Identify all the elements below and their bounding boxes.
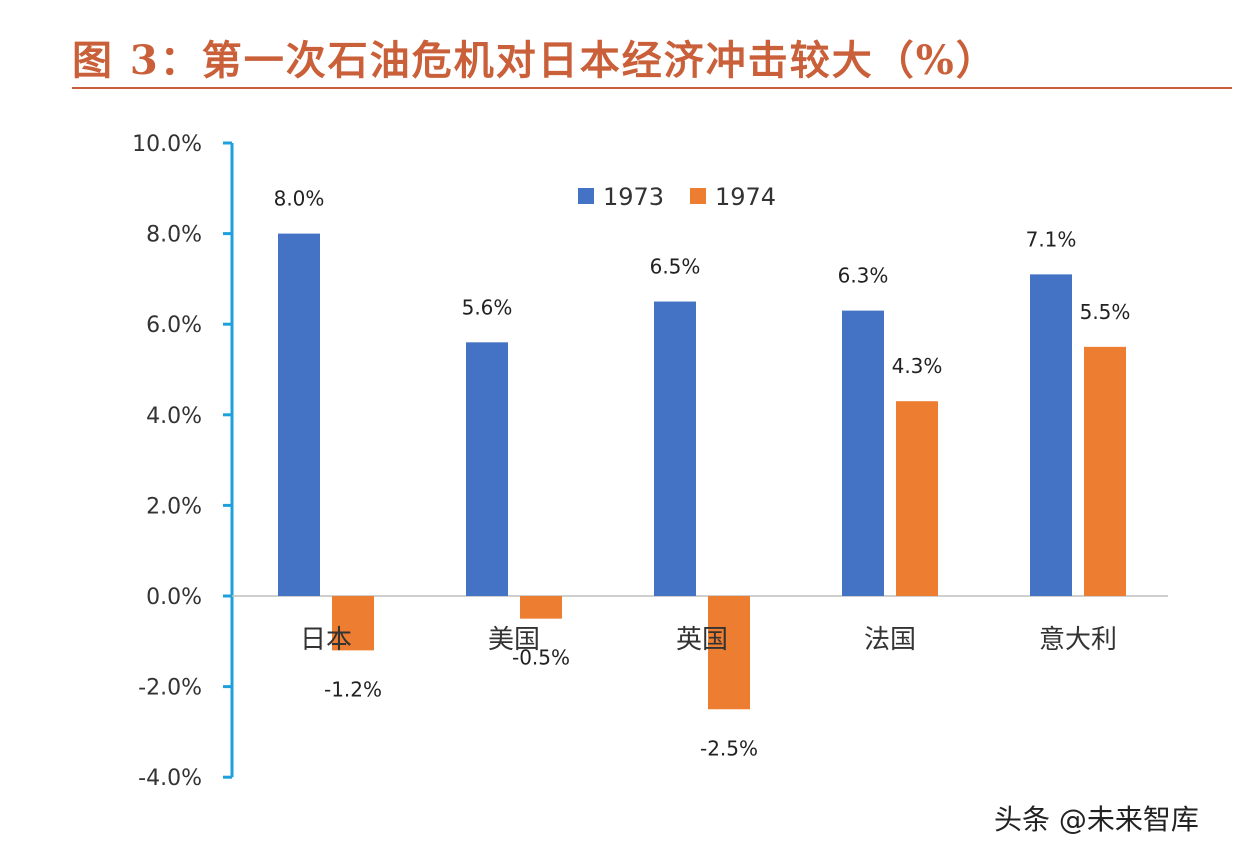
data-label: 6.5% bbox=[650, 255, 701, 279]
bar-1973 bbox=[842, 310, 884, 596]
y-tick-label: 8.0% bbox=[146, 223, 202, 248]
x-category-label: 美国 bbox=[488, 625, 540, 655]
y-tick-label: -2.0% bbox=[138, 676, 202, 701]
data-label: -1.2% bbox=[324, 677, 382, 701]
data-label: 8.0% bbox=[274, 187, 325, 211]
x-category-label: 意大利 bbox=[1039, 625, 1117, 655]
legend-swatch-1974 bbox=[690, 188, 706, 204]
bar-1974 bbox=[332, 596, 374, 651]
legend-label: 1974 bbox=[715, 183, 776, 211]
y-tick-label: 10.0% bbox=[132, 132, 202, 157]
bar-1973 bbox=[654, 301, 696, 596]
data-label: -0.5% bbox=[512, 646, 570, 670]
legend-label: 1973 bbox=[603, 183, 664, 211]
y-tick-label: -4.0% bbox=[138, 766, 202, 791]
bar-1974 bbox=[1084, 346, 1126, 596]
data-label: 7.1% bbox=[1026, 227, 1077, 251]
y-tick-label: 2.0% bbox=[146, 494, 202, 519]
data-label: 5.6% bbox=[462, 295, 513, 319]
bar-1974 bbox=[708, 596, 750, 710]
data-label: -2.5% bbox=[700, 736, 758, 760]
bar-1974 bbox=[896, 401, 938, 596]
chart-title: 图 3：第一次石油危机对日本经济冲击较大（%） bbox=[72, 37, 998, 84]
x-category-label: 日本 bbox=[300, 625, 352, 655]
bar-1973 bbox=[466, 342, 508, 596]
watermark: 头条 @未来智库 bbox=[994, 803, 1199, 836]
y-tick-label: 6.0% bbox=[146, 313, 202, 338]
y-tick-label: 0.0% bbox=[146, 585, 202, 610]
data-label: 6.3% bbox=[838, 264, 889, 288]
title-underline bbox=[72, 87, 1232, 89]
bar-1974 bbox=[520, 596, 562, 619]
x-category-label: 法国 bbox=[864, 625, 916, 655]
bar-1973 bbox=[278, 233, 320, 596]
y-tick-label: 4.0% bbox=[146, 404, 202, 429]
bar-1973 bbox=[1030, 274, 1072, 596]
data-label: 4.3% bbox=[892, 354, 943, 378]
legend-swatch-1973 bbox=[578, 188, 594, 204]
x-category-label: 英国 bbox=[676, 625, 728, 655]
data-label: 5.5% bbox=[1080, 300, 1131, 324]
